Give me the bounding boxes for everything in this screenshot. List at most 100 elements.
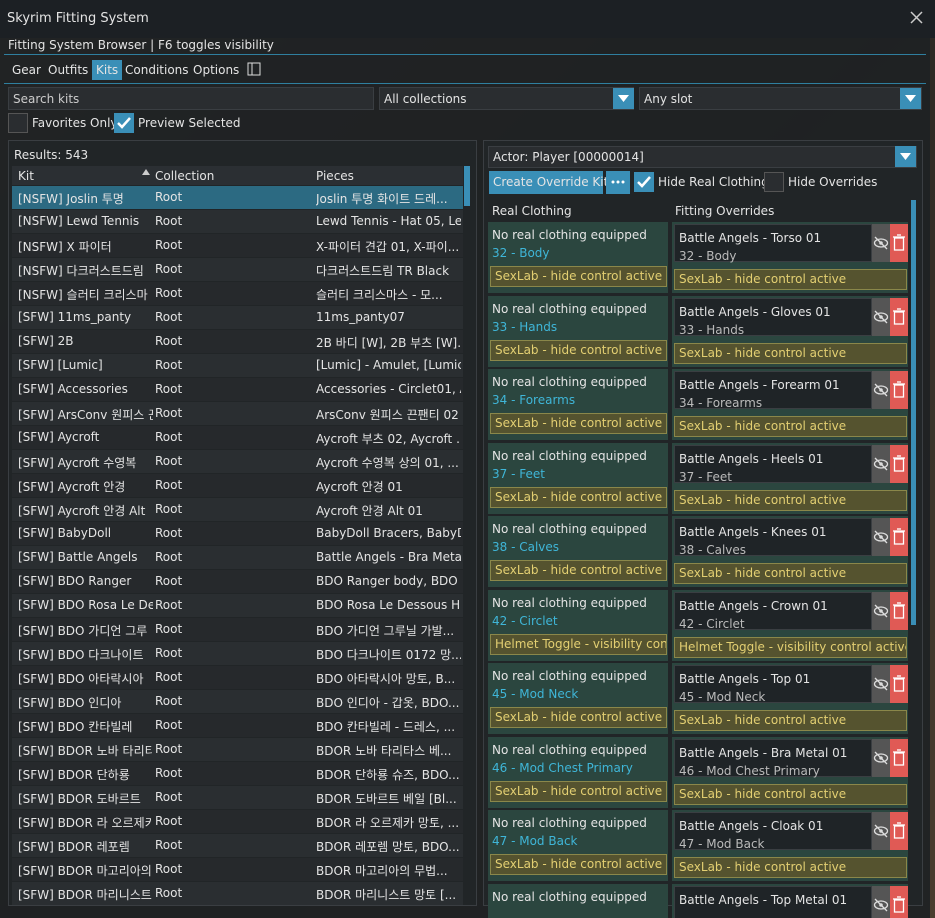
sort-indicator (142, 169, 150, 175)
override-name[interactable]: Battle Angels - Top 01 (679, 672, 811, 686)
kit-cell: Root (155, 454, 183, 468)
kit-row[interactable] (12, 354, 463, 377)
hide-note: SexLab - hide control active (490, 486, 667, 508)
dropdown-arrow[interactable] (895, 146, 916, 167)
kit-row[interactable] (12, 402, 463, 425)
close-button[interactable] (910, 11, 923, 24)
kit-cell: Root (155, 574, 183, 588)
kit-row[interactable] (12, 498, 463, 521)
kit-row[interactable] (12, 378, 463, 401)
checkbox-label[interactable]: Hide Real Clothing (658, 175, 769, 189)
delete-button[interactable] (890, 371, 908, 409)
kit-row[interactable] (12, 546, 463, 569)
tab[interactable]: Kits (92, 60, 123, 80)
more-button[interactable] (606, 171, 630, 194)
delete-button[interactable] (890, 444, 908, 483)
kit-row[interactable] (12, 186, 463, 209)
hide-button[interactable] (872, 812, 890, 850)
dropdown-arrow[interactable] (900, 88, 921, 109)
override-name[interactable]: Battle Angels - Cloak 01 (679, 819, 824, 833)
kit-row[interactable] (12, 882, 463, 905)
kit-row[interactable] (12, 834, 463, 857)
delete-button[interactable] (890, 591, 908, 630)
hide-button[interactable] (872, 297, 890, 336)
kit-row[interactable] (12, 594, 463, 617)
checkbox[interactable] (114, 113, 134, 133)
kit-row[interactable] (12, 618, 463, 641)
kit-row[interactable] (12, 282, 463, 305)
kit-cell: Aycroft 부츠 02, Aycroft ... (316, 432, 461, 446)
kit-row[interactable] (12, 426, 463, 449)
kit-row[interactable] (12, 330, 463, 353)
kit-row[interactable] (12, 570, 463, 593)
override-box (674, 297, 872, 336)
kit-cell: [NSFW] 다크러스트드림 (18, 264, 144, 278)
column-header[interactable]: Kit (18, 169, 34, 183)
tab[interactable]: Conditions (125, 63, 189, 77)
real-text: No real clothing equipped (492, 228, 647, 242)
kit-row[interactable] (12, 690, 463, 713)
delete-button[interactable] (890, 297, 908, 336)
delete-button[interactable] (890, 812, 908, 850)
delete-button[interactable] (890, 224, 908, 262)
hide-button[interactable] (872, 224, 890, 262)
kit-cell: Root (155, 694, 183, 708)
hide-button[interactable] (872, 371, 890, 409)
checkbox-label[interactable]: Hide Overrides (788, 175, 878, 189)
slot-dropdown[interactable]: Any slot (639, 87, 922, 110)
kit-row[interactable] (12, 762, 463, 785)
override-name[interactable]: Battle Angels - Heels 01 (679, 451, 824, 466)
override-name[interactable]: Battle Angels - Top Metal 01 (679, 892, 848, 907)
override-name[interactable]: Battle Angels - Gloves 01 (679, 304, 831, 319)
column-header[interactable]: Pieces (316, 169, 354, 183)
kit-row[interactable] (12, 306, 463, 329)
kit-row[interactable] (12, 738, 463, 761)
column-header[interactable]: Collection (155, 169, 215, 183)
hide-button[interactable] (872, 591, 890, 630)
kit-row[interactable] (12, 714, 463, 737)
tab[interactable]: Outfits (48, 63, 89, 77)
checkbox-label[interactable]: Preview Selected (138, 116, 241, 130)
kit-row[interactable] (12, 786, 463, 809)
actor-dropdown[interactable]: Actor: Player [00000014] (488, 146, 917, 168)
delete-button[interactable] (890, 885, 908, 918)
panel-toggle-icon[interactable] (247, 62, 261, 76)
kit-row[interactable] (12, 666, 463, 689)
checkbox-label[interactable]: Favorites Only (32, 116, 118, 130)
override-name[interactable]: Battle Angels - Torso 01 (679, 231, 822, 245)
kit-row[interactable] (12, 450, 463, 473)
kit-row[interactable] (12, 858, 463, 881)
kit-row[interactable] (12, 474, 463, 497)
kit-row[interactable] (12, 810, 463, 833)
hide-button[interactable] (872, 885, 890, 918)
collection-dropdown[interactable]: All collections (379, 87, 634, 110)
create-button[interactable]: Create Override Kit (489, 171, 608, 194)
hide-button[interactable] (872, 444, 890, 483)
delete-button[interactable] (890, 738, 908, 777)
scrollbar (911, 200, 916, 625)
hide-button[interactable] (872, 518, 890, 556)
tab[interactable]: Options (193, 63, 240, 77)
override-name[interactable]: Battle Angels - Knees 01 (679, 525, 827, 539)
kit-cell: [SFW] BDOR 마고리아의 (18, 864, 152, 878)
kit-cell: BDOR 도바르트 베일 [Bl... (316, 792, 457, 806)
kit-cell: [SFW] BDO 인디아 (18, 696, 122, 710)
checkbox[interactable] (8, 113, 28, 133)
override-name[interactable]: Battle Angels - Forearm 01 (679, 378, 840, 392)
hide-button[interactable] (872, 738, 890, 777)
delete-button[interactable] (890, 665, 908, 703)
hide-button[interactable] (872, 665, 890, 703)
delete-button[interactable] (890, 518, 908, 556)
override-name[interactable]: Battle Angels - Crown 01 (679, 598, 828, 613)
search-input[interactable]: Search kits (8, 87, 374, 110)
checkbox[interactable] (634, 172, 654, 192)
kit-row[interactable] (12, 258, 463, 281)
kit-row[interactable] (12, 522, 463, 545)
checkbox[interactable] (764, 172, 784, 192)
kit-row[interactable] (12, 642, 463, 665)
kit-row[interactable] (12, 234, 463, 257)
kit-row[interactable] (12, 210, 463, 233)
dropdown-arrow[interactable] (613, 88, 634, 109)
override-name[interactable]: Battle Angels - Bra Metal 01 (679, 745, 848, 760)
tab[interactable]: Gear (12, 63, 41, 77)
